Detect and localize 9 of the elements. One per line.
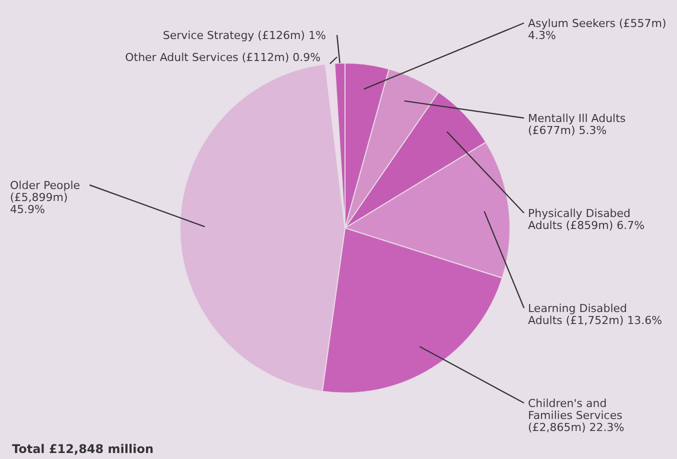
slice-label: Other Adult Services (£112m) 0.9% bbox=[125, 51, 321, 64]
slice-label: Physically Disabed Adults (£859m) 6.7% bbox=[528, 207, 645, 232]
slice-label: Asylum Seekers (£557m) 4.3% bbox=[528, 17, 666, 42]
slice-label: Children's and Families Services (£2,865m) 22.3% bbox=[528, 397, 624, 434]
slice-label: Older People (£5,899m) 45.9% bbox=[10, 179, 80, 216]
slice-label: Mentally Ill Adults (£677m) 5.3% bbox=[528, 112, 626, 137]
slice-label: Learning Disabled Adults (£1,752m) 13.6% bbox=[528, 302, 662, 327]
text: Total £12,848 million bbox=[12, 442, 154, 456]
slice-label: Service Strategy (£126m) 1% bbox=[162, 29, 326, 42]
